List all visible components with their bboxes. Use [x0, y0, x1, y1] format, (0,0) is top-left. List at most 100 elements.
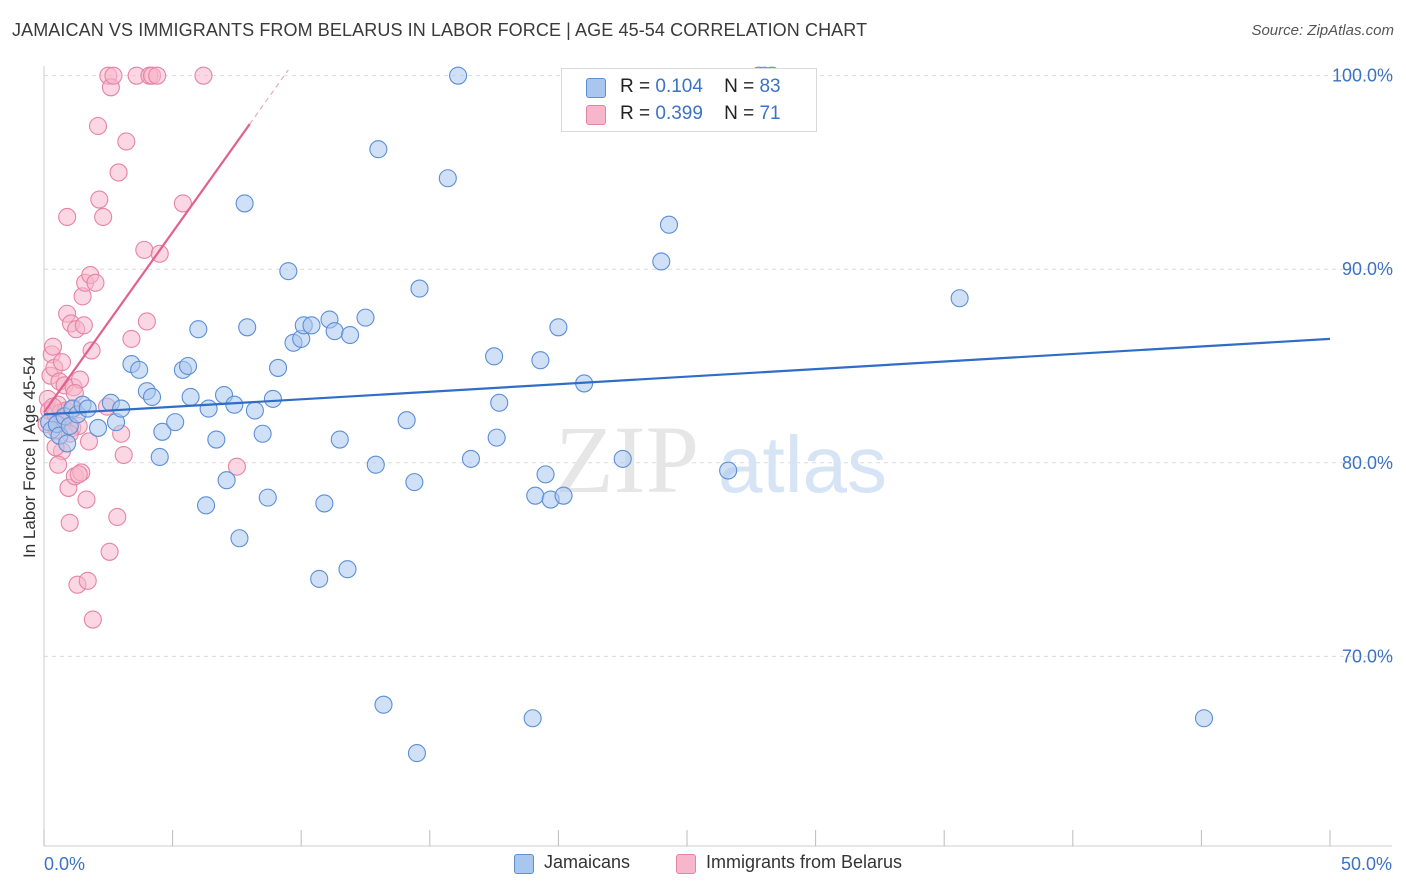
belarus-point: [90, 190, 109, 209]
watermark: ZIP atlas: [555, 406, 887, 513]
gridlines: [44, 75, 1392, 657]
jamaican-point: [78, 399, 97, 418]
jamaicans-trend-line: [43, 337, 1331, 416]
jamaican-point: [523, 709, 542, 728]
jamaican-point: [225, 395, 244, 414]
y-axis-label: In Labor Force | Age 45-54: [20, 356, 39, 558]
jamaican-point: [302, 316, 321, 335]
belarus-trend-line: [43, 123, 251, 414]
jamaican-point: [199, 399, 218, 418]
jamaican-point: [279, 262, 298, 281]
belarus-point: [100, 542, 119, 561]
jamaican-point: [536, 465, 555, 484]
legend-r-belarus: 0.399: [655, 103, 703, 124]
belarus-point: [148, 66, 167, 85]
jamaican-point: [58, 434, 77, 453]
jamaican-point: [166, 413, 185, 432]
legend-r-label: R =: [620, 103, 651, 124]
jamaican-point: [178, 356, 198, 376]
jamaican-point: [253, 424, 272, 443]
belarus-point: [88, 116, 108, 136]
x-tick-label-min: 0.0%: [44, 854, 85, 874]
legend-swatch-belarus: [586, 105, 606, 125]
jamaican-point: [142, 387, 162, 407]
jamaican-point: [652, 252, 671, 271]
jamaican-point: [531, 351, 550, 370]
belarus-point: [104, 66, 123, 85]
belarus-point: [69, 465, 88, 484]
belarus-point: [74, 316, 93, 335]
jamaican-point: [366, 455, 385, 474]
y-tick-label: 100.0%: [1332, 66, 1393, 86]
belarus-point: [109, 163, 128, 182]
jamaican-point: [407, 744, 426, 763]
jamaican-point: [245, 401, 264, 420]
belarus-point: [52, 353, 72, 372]
jamaican-point: [490, 393, 509, 412]
belarus-point: [114, 445, 133, 465]
belarus-point: [122, 329, 141, 348]
jamaican-point: [438, 169, 457, 188]
x-tick-label-max: 50.0%: [1341, 854, 1392, 874]
bottom-legend-label-belarus: Immigrants from Belarus: [706, 852, 903, 872]
jamaican-point: [554, 486, 573, 505]
bottom-legend-swatch-belarus: [676, 854, 696, 874]
jamaican-point: [1194, 709, 1214, 728]
belarus-point: [94, 207, 113, 227]
belarus-point: [60, 513, 79, 532]
jamaican-point: [613, 449, 632, 468]
jamaican-point: [196, 496, 216, 515]
jamaican-point: [189, 320, 208, 339]
y-tick-label: 70.0%: [1342, 646, 1393, 666]
jamaican-point: [487, 428, 506, 447]
bottom-legend-swatch-jamaicans: [514, 854, 534, 874]
belarus-point: [43, 337, 63, 356]
belarus-point: [173, 194, 192, 213]
jamaican-point: [485, 347, 504, 366]
y-tick-label: 90.0%: [1342, 259, 1393, 279]
x-ticks: [43, 830, 1331, 846]
jamaican-point: [341, 325, 360, 345]
legend-n-label: N =: [724, 103, 755, 124]
legend-r-jamaicans: 0.104: [655, 76, 703, 97]
chart-title: JAMAICAN VS IMMIGRANTS FROM BELARUS IN L…: [12, 20, 868, 40]
legend-swatch-jamaicans: [586, 78, 606, 98]
jamaican-point: [269, 358, 288, 377]
jamaican-point: [150, 447, 169, 467]
y-tick-labels: 70.0% 80.0% 90.0% 100.0%: [1332, 66, 1393, 667]
trend-lines: [43, 69, 1331, 416]
source-credit: Source: ZipAtlas.com: [1251, 22, 1394, 39]
jamaican-point: [207, 430, 226, 449]
belarus-point: [86, 273, 105, 292]
jamaican-point: [526, 486, 545, 505]
belarus-point: [194, 66, 213, 85]
belarus-point: [58, 207, 77, 227]
jamaican-point: [461, 449, 481, 468]
belarus-point: [83, 610, 102, 629]
legend-n-jamaicans: 83: [759, 76, 781, 97]
legend-n-label: N =: [724, 76, 755, 97]
jamaican-point: [449, 66, 468, 85]
jamaican-point: [310, 569, 329, 588]
bottom-legend-label-jamaicans: Jamaicans: [544, 852, 631, 872]
correlation-legend: R = 0.104 N = 83 R = 0.399 N = 71: [561, 68, 817, 132]
jamaican-point: [719, 461, 738, 480]
jamaican-point: [181, 387, 200, 407]
belarus-point: [79, 432, 99, 451]
belarus-point: [117, 132, 136, 151]
jamaican-point: [238, 318, 257, 337]
series-belarus-points: [37, 66, 246, 629]
jamaican-point: [369, 140, 388, 159]
jamaican-point: [325, 322, 344, 341]
jamaican-point: [659, 215, 679, 234]
jamaican-point: [950, 289, 969, 308]
legend-r-label: R =: [620, 76, 651, 97]
jamaican-point: [258, 488, 277, 507]
jamaican-point: [330, 430, 349, 449]
jamaican-point: [356, 308, 375, 327]
belarus-point: [227, 457, 246, 476]
belarus-point: [137, 312, 156, 331]
belarus-point: [108, 507, 127, 527]
jamaican-point: [217, 471, 236, 490]
